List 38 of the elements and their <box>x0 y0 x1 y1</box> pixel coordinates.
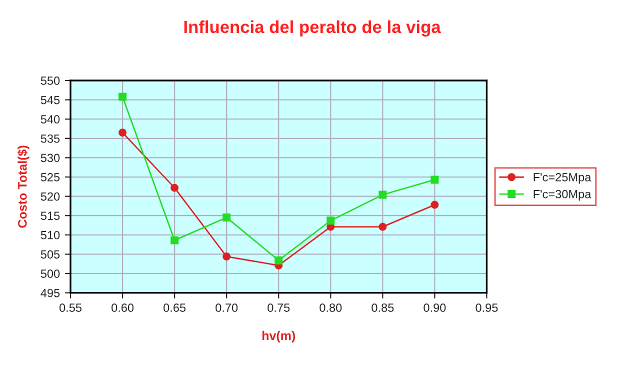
point <box>170 236 179 244</box>
point <box>378 190 387 199</box>
point <box>170 184 179 192</box>
y-tick-label: 520 <box>40 192 60 201</box>
y-tick-label: 530 <box>40 154 60 162</box>
legend-label: F'c=25Mpa <box>534 173 592 184</box>
x-tick-label: 0.85 <box>372 304 394 312</box>
y-tick-label: 510 <box>40 230 60 240</box>
chart-title: Influencia del peralto de la viga <box>184 20 441 37</box>
point <box>222 214 231 222</box>
x-tick-label: 0.95 <box>476 304 498 312</box>
point <box>430 176 439 184</box>
y-axis-title: Costo Total($) <box>17 146 30 228</box>
x-tick-label: 0.70 <box>216 304 238 312</box>
x-tick-label: 0.65 <box>164 304 186 312</box>
y-tick-label: 535 <box>40 134 60 143</box>
x-tick-label: 0.60 <box>112 304 134 312</box>
x-tick-label: 0.75 <box>268 304 290 312</box>
y-tick-label: 540 <box>40 115 60 124</box>
y-tick-label: 550 <box>40 76 60 85</box>
y-tick-label: 505 <box>40 250 60 259</box>
point <box>222 252 231 261</box>
x-tick-label: 0.55 <box>59 304 82 312</box>
point <box>378 222 387 231</box>
point <box>118 128 127 137</box>
point <box>118 92 127 101</box>
y-tick-label: 495 <box>40 288 60 298</box>
x-tick-label: 0.80 <box>320 304 342 312</box>
y-tick-label: 525 <box>40 173 60 182</box>
y-tick-label: 515 <box>40 212 60 220</box>
point <box>326 216 335 225</box>
point <box>430 200 439 209</box>
y-tick-label: 500 <box>40 270 60 278</box>
x-axis-title: hv(m) <box>262 330 296 343</box>
y-tick-label: 545 <box>40 96 60 104</box>
legend-label: F'c=30Mpa <box>534 190 592 201</box>
x-tick-label: 0.90 <box>424 304 446 312</box>
point <box>274 256 283 264</box>
